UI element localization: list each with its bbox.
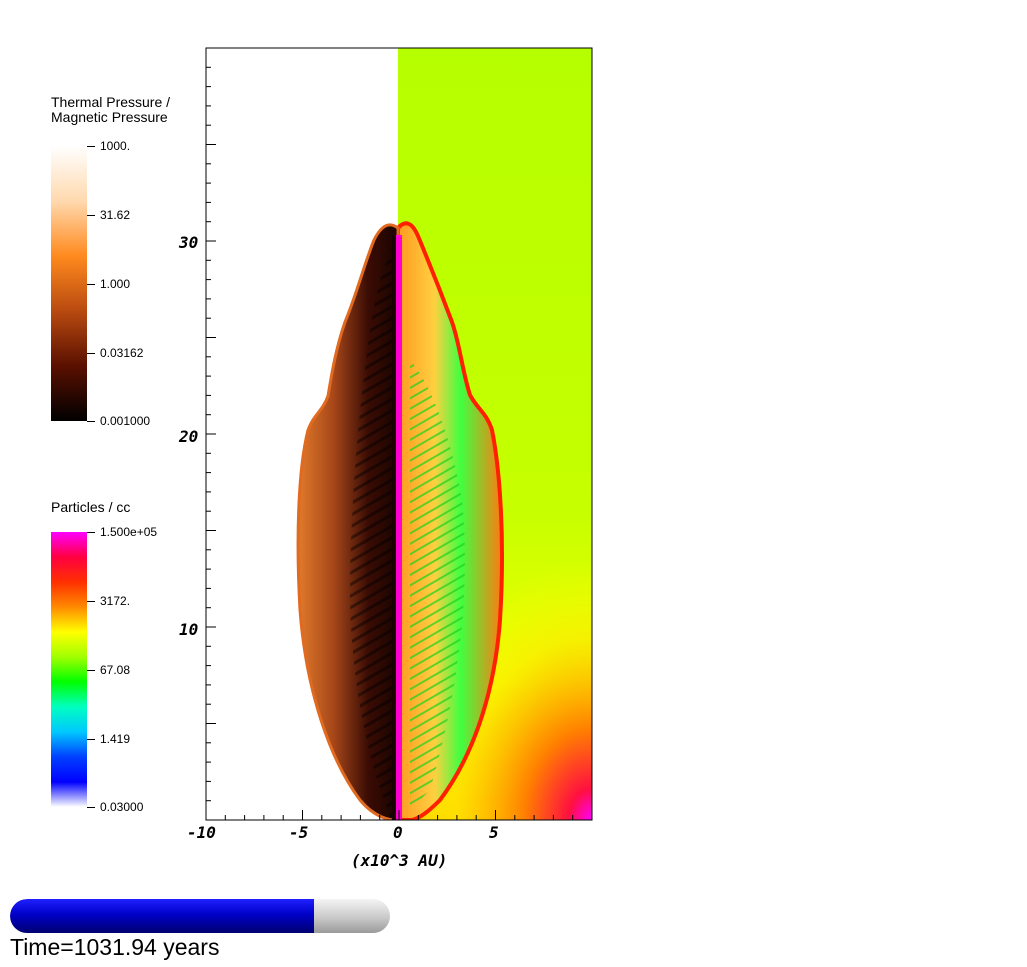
- colorbar-label: 31.62: [100, 208, 131, 222]
- y-tick-label: 10: [179, 620, 199, 639]
- colorbar-tick: [87, 670, 95, 671]
- x-axis-ticks: [205, 810, 593, 820]
- colorbar-label: 67.08: [100, 663, 131, 677]
- x-tick-label: -10: [187, 823, 216, 842]
- colorbar-label: 1.419: [100, 732, 131, 746]
- jet-core-left: [392, 235, 396, 820]
- pressure-colorbar-title: Thermal Pressure / Magnetic Pressure: [51, 94, 171, 125]
- y-tick-label: 30: [179, 233, 199, 252]
- colorbar-tick: [87, 601, 95, 602]
- x-tick-label: -5: [289, 823, 309, 842]
- time-readout: Time=1031.94 years: [10, 934, 220, 960]
- outflow-striations: [350, 240, 398, 820]
- time-progress-bar: [10, 899, 390, 933]
- colorbar-tick: [87, 532, 95, 533]
- density-colorbar: [51, 532, 87, 807]
- colorbar-label: 0.03162: [100, 346, 144, 360]
- colorbar-tick: [87, 739, 95, 740]
- x-tick-label: 5: [489, 823, 499, 842]
- colorbar-tick: [87, 215, 95, 216]
- colorbar-tick: [87, 353, 95, 354]
- x-tick-label: 0: [393, 823, 403, 842]
- y-axis-ticks: [206, 47, 216, 821]
- colorbar-label: 1.500e+05: [100, 525, 158, 539]
- colorbar-label: 0.001000: [100, 414, 151, 428]
- pressure-colorbar: [51, 146, 87, 421]
- outflow-turbulence: [410, 360, 465, 810]
- time-progress-fill: [10, 899, 314, 933]
- y-tick-label: 20: [179, 427, 199, 446]
- colorbar-label: 1000.: [100, 139, 131, 153]
- colorbar-tick: [87, 146, 95, 147]
- jet-core: [396, 235, 402, 820]
- colorbar-label: 3172.: [100, 594, 131, 608]
- colorbar-tick: [87, 807, 95, 808]
- x-axis-title: (x10^3 AU): [351, 851, 448, 870]
- colorbar-tick: [87, 284, 95, 285]
- colorbar-tick: [87, 421, 95, 422]
- density-colorbar-title: Particles / cc: [51, 499, 131, 515]
- colorbar-label: 1.000: [100, 277, 131, 291]
- colorbar-label: 0.03000: [100, 800, 144, 814]
